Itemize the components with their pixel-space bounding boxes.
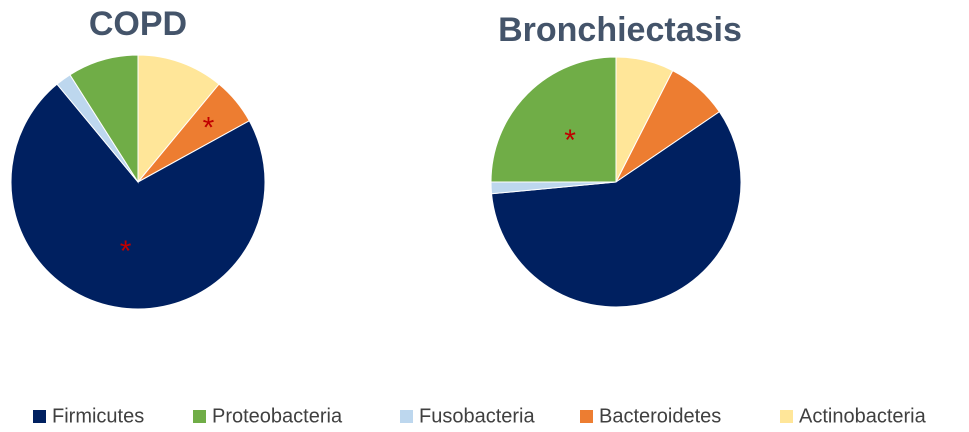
legend-swatch bbox=[580, 410, 593, 423]
annotation: * bbox=[564, 124, 576, 157]
chart-title: COPD bbox=[89, 5, 187, 43]
annotation: * bbox=[203, 112, 215, 145]
legend-swatch bbox=[400, 410, 413, 423]
pie-slice bbox=[490, 56, 617, 183]
legend-label: Bacteroidetes bbox=[599, 405, 721, 427]
legend-label: Firmicutes bbox=[52, 405, 144, 427]
legend-label: Fusobacteria bbox=[419, 405, 535, 427]
legend-swatch bbox=[193, 410, 206, 423]
legend-swatch bbox=[33, 410, 46, 423]
pie-slice bbox=[491, 111, 742, 308]
pie-slice bbox=[137, 54, 220, 184]
legend-label: Actinobacteria bbox=[799, 405, 927, 427]
legend-swatch bbox=[780, 410, 793, 423]
pie-slice bbox=[69, 54, 139, 184]
chart-title: Bronchiectasis bbox=[498, 11, 742, 49]
pie-slice bbox=[10, 83, 266, 310]
annotation: * bbox=[120, 235, 132, 268]
legend-label: Proteobacteria bbox=[212, 405, 343, 427]
